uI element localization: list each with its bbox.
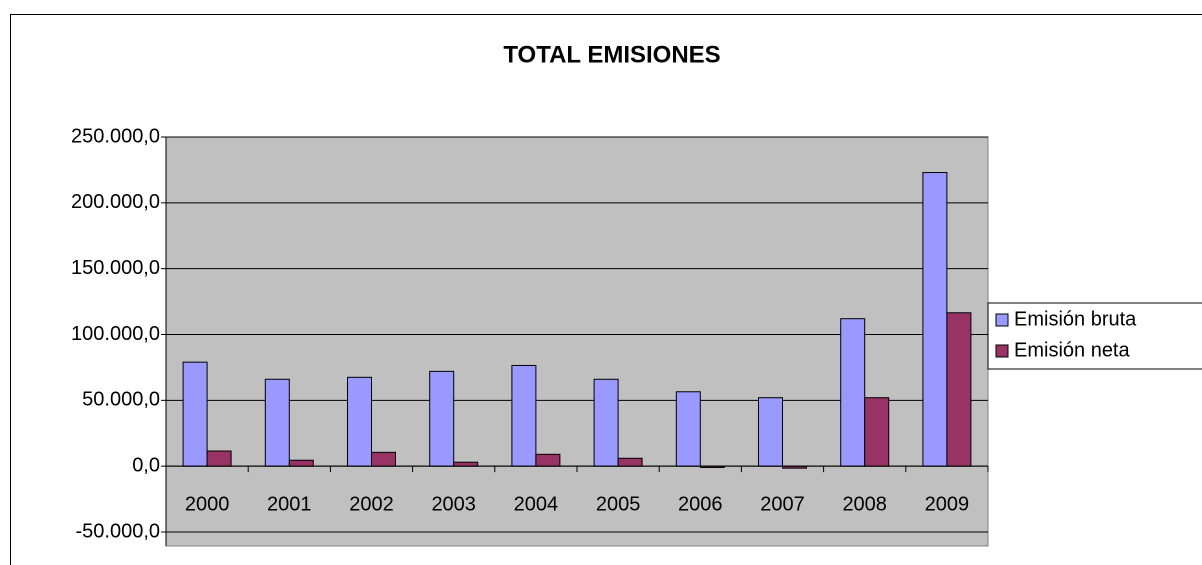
- y-tick-label: 150.000,0: [71, 257, 160, 279]
- x-tick-label: 2009: [925, 493, 970, 515]
- bar: [535, 453, 561, 467]
- x-tick-label: 2004: [514, 493, 559, 515]
- bar: [922, 172, 948, 467]
- bar: [675, 391, 701, 467]
- bar: [511, 364, 537, 467]
- bar: [617, 457, 643, 467]
- y-tick-label: 200.000,0: [71, 191, 160, 213]
- bar: [371, 451, 396, 467]
- bar: [758, 397, 783, 467]
- y-tick-label: 100.000,0: [71, 323, 160, 345]
- legend-box: [987, 302, 1202, 370]
- legend-swatch: [995, 344, 1009, 358]
- x-tick-label: 2003: [431, 493, 476, 515]
- bar: [864, 397, 890, 467]
- x-tick-label: 2001: [267, 493, 312, 515]
- bar: [182, 361, 208, 467]
- bar: [264, 378, 290, 467]
- y-tick-label: 50.000,0: [82, 389, 160, 411]
- x-tick-label: 2002: [349, 493, 394, 515]
- x-tick-label: 2007: [760, 493, 805, 515]
- legend-label: Emisión neta: [1014, 339, 1130, 361]
- bar: [840, 318, 866, 467]
- x-tick-label: 2005: [596, 493, 641, 515]
- y-tick-label: 250.000,0: [71, 125, 160, 147]
- bar: [946, 312, 972, 467]
- bar: [429, 370, 455, 467]
- legend-swatch: [995, 313, 1009, 327]
- legend-label: Emisión bruta: [1014, 308, 1137, 330]
- x-tick-label: 2006: [678, 493, 723, 515]
- bar: [453, 461, 479, 467]
- bar: [206, 450, 232, 467]
- y-tick-label: -50.000,0: [75, 520, 160, 542]
- bar: [593, 378, 619, 467]
- x-tick-label: 2000: [185, 493, 230, 515]
- bar: [347, 376, 372, 467]
- bar: [288, 459, 314, 467]
- chart-title: TOTAL EMISIONES: [503, 41, 720, 68]
- x-tick-label: 2008: [842, 493, 887, 515]
- y-tick-label: 0,0: [132, 454, 160, 476]
